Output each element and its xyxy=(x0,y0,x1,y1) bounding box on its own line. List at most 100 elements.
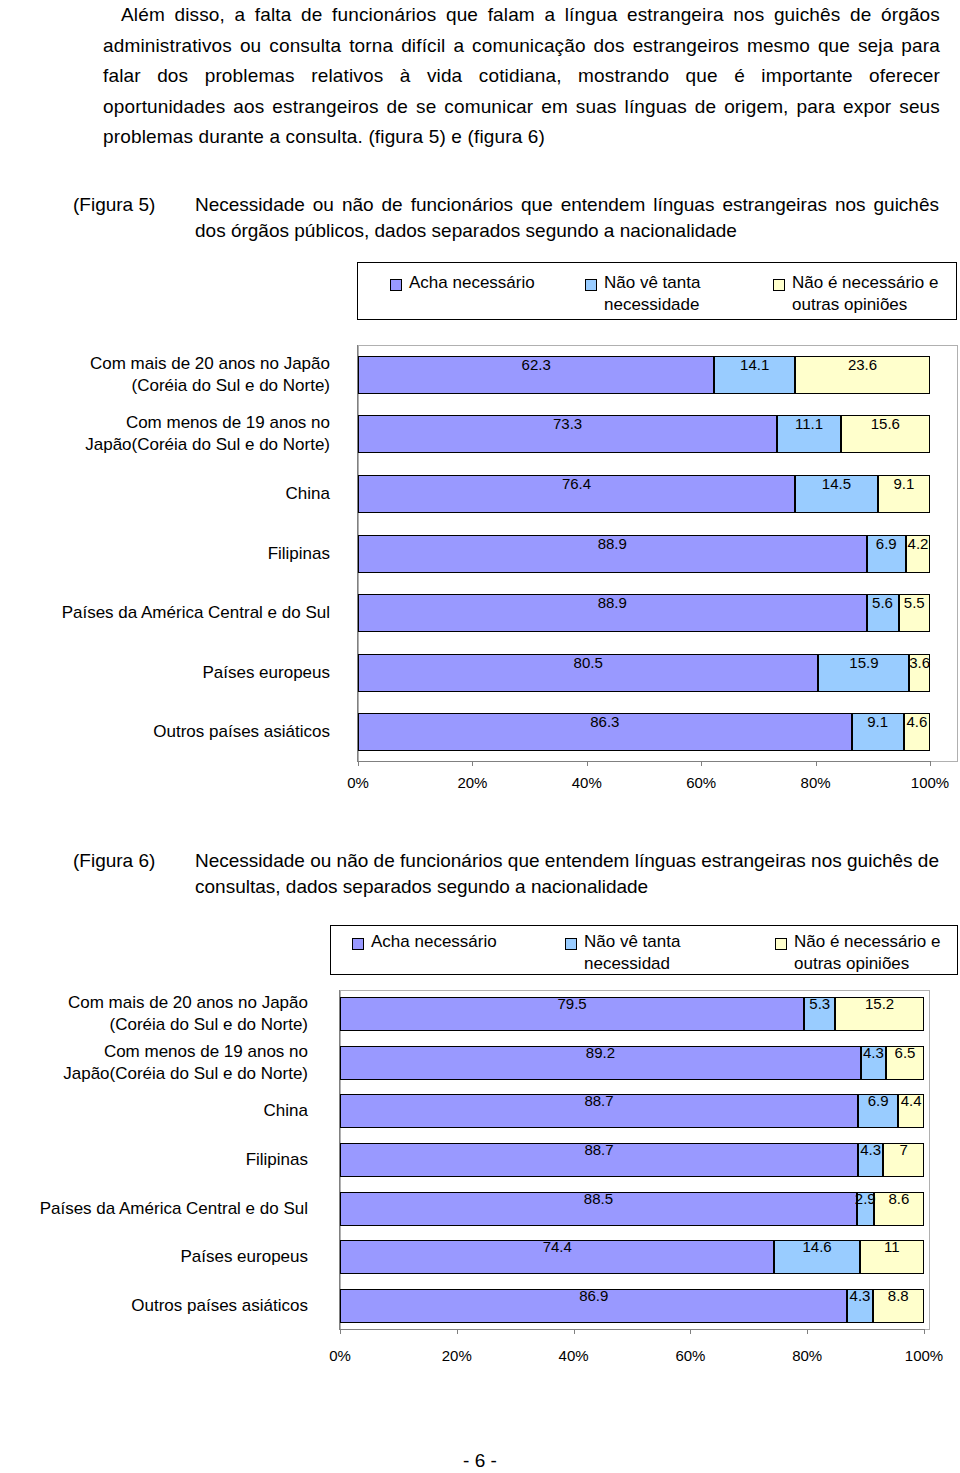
data-label: 4.3 xyxy=(830,1286,890,1306)
page-number: - 6 - xyxy=(380,1450,580,1472)
data-label: 5.5 xyxy=(884,593,944,613)
x-tick-label: 80% xyxy=(767,1347,847,1364)
data-label: 86.9 xyxy=(564,1286,624,1306)
legend-label: Acha necessário xyxy=(371,931,561,953)
category-label: Países europeus xyxy=(0,662,330,684)
x-tick xyxy=(457,1329,458,1334)
data-label: 79.5 xyxy=(542,994,602,1014)
data-label: 80.5 xyxy=(558,653,618,673)
plot-area xyxy=(340,990,930,1330)
category-label: China xyxy=(0,483,330,505)
x-tick-label: 20% xyxy=(417,1347,497,1364)
data-label: 88.5 xyxy=(568,1189,628,1209)
x-tick-label: 60% xyxy=(661,774,741,791)
x-tick-label: 20% xyxy=(432,774,512,791)
x-tick-label: 0% xyxy=(318,774,398,791)
x-tick xyxy=(924,1329,925,1334)
x-tick xyxy=(807,1329,808,1334)
data-label: 76.4 xyxy=(547,474,607,494)
x-tick xyxy=(340,1329,341,1334)
category-label: Países da América Central e do Sul xyxy=(0,602,330,624)
data-label: 15.6 xyxy=(855,414,915,434)
data-label: 88.9 xyxy=(582,593,642,613)
data-label: 4.3 xyxy=(843,1043,903,1063)
x-tick-label: 40% xyxy=(534,1347,614,1364)
x-tick xyxy=(816,761,817,766)
category-label: Filipinas xyxy=(0,543,330,565)
data-label: 6.9 xyxy=(848,1091,908,1111)
figure-label: (Figura 5) xyxy=(73,192,155,218)
data-label: 86.3 xyxy=(575,712,635,732)
x-tick-label: 0% xyxy=(300,1347,380,1364)
x-tick xyxy=(574,1329,575,1334)
data-label: 4.4 xyxy=(881,1091,941,1111)
chart-title: Necessidade ou não de funcionários que e… xyxy=(195,848,939,900)
legend-swatch xyxy=(775,938,787,950)
legend-label: Não é necessário e outras opiniões xyxy=(792,272,952,316)
x-tick xyxy=(358,761,359,766)
data-label: 9.1 xyxy=(848,712,908,732)
data-label: 8.8 xyxy=(868,1286,928,1306)
data-label: 5.3 xyxy=(790,994,850,1014)
x-tick xyxy=(930,761,931,766)
data-label: 9.1 xyxy=(874,474,934,494)
data-label: 11.1 xyxy=(779,414,839,434)
legend-label: Não vê tanta necessidad xyxy=(584,931,754,975)
category-label: Com mais de 20 anos no Japão (Coréia do … xyxy=(0,992,308,1036)
data-label: 14.5 xyxy=(806,474,866,494)
legend-swatch xyxy=(565,938,577,950)
data-label: 2.9 xyxy=(835,1189,895,1209)
data-label: 89.2 xyxy=(570,1043,630,1063)
data-label: 14.1 xyxy=(725,355,785,375)
category-label: Países da América Central e do Sul xyxy=(0,1198,308,1220)
x-tick xyxy=(690,1329,691,1334)
data-label: 88.7 xyxy=(569,1091,629,1111)
legend-swatch xyxy=(352,938,364,950)
data-label: 8.6 xyxy=(869,1189,929,1209)
chart-title: Necessidade ou não de funcionários que e… xyxy=(195,192,939,244)
data-label: 73.3 xyxy=(538,414,598,434)
data-label: 14.6 xyxy=(787,1237,847,1257)
plot-area xyxy=(358,345,958,762)
legend-swatch xyxy=(585,279,597,291)
data-label: 6.5 xyxy=(875,1043,935,1063)
category-label: Com mais de 20 anos no Japão (Coréia do … xyxy=(0,353,330,397)
x-tick-label: 40% xyxy=(547,774,627,791)
paragraph: Além disso, a falta de funcionários que … xyxy=(103,0,940,153)
x-axis-line xyxy=(340,1329,924,1330)
data-label: 4.3 xyxy=(841,1140,901,1160)
legend-swatch xyxy=(390,279,402,291)
data-label: 15.9 xyxy=(834,653,894,673)
x-tick-label: 100% xyxy=(884,1347,960,1364)
data-label: 62.3 xyxy=(506,355,566,375)
category-label: Outros países asiáticos xyxy=(0,1295,308,1317)
x-axis-line xyxy=(358,761,930,762)
legend-label: Não vê tanta necessidade xyxy=(604,272,754,316)
x-tick-label: 80% xyxy=(776,774,856,791)
x-tick xyxy=(472,761,473,766)
data-label: 6.9 xyxy=(856,534,916,554)
legend-label: Não é necessário e outras opiniões xyxy=(794,931,960,975)
data-label: 11 xyxy=(862,1237,922,1257)
figure-label: (Figura 6) xyxy=(73,848,155,874)
category-label: Filipinas xyxy=(0,1149,308,1171)
x-tick xyxy=(701,761,702,766)
data-label: 15.2 xyxy=(850,994,910,1014)
data-label: 3.6 xyxy=(890,653,950,673)
data-label: 74.4 xyxy=(527,1237,587,1257)
page: Além disso, a falta de funcionários que … xyxy=(0,0,960,1473)
data-label: 88.9 xyxy=(582,534,642,554)
category-label: Com menos de 19 anos no Japão(Coréia do … xyxy=(0,1041,308,1085)
legend-swatch xyxy=(773,279,785,291)
data-label: 23.6 xyxy=(833,355,893,375)
category-label: Outros países asiáticos xyxy=(0,721,330,743)
category-label: Países europeus xyxy=(0,1246,308,1268)
category-label: Com menos de 19 anos no Japão(Coréia do … xyxy=(0,412,330,456)
data-label: 4.6 xyxy=(887,712,947,732)
data-label: 4.2 xyxy=(888,534,948,554)
x-tick-label: 100% xyxy=(890,774,960,791)
legend-label: Acha necessário xyxy=(409,272,579,294)
data-label: 7 xyxy=(874,1140,934,1160)
category-label: China xyxy=(0,1100,308,1122)
x-tick xyxy=(587,761,588,766)
